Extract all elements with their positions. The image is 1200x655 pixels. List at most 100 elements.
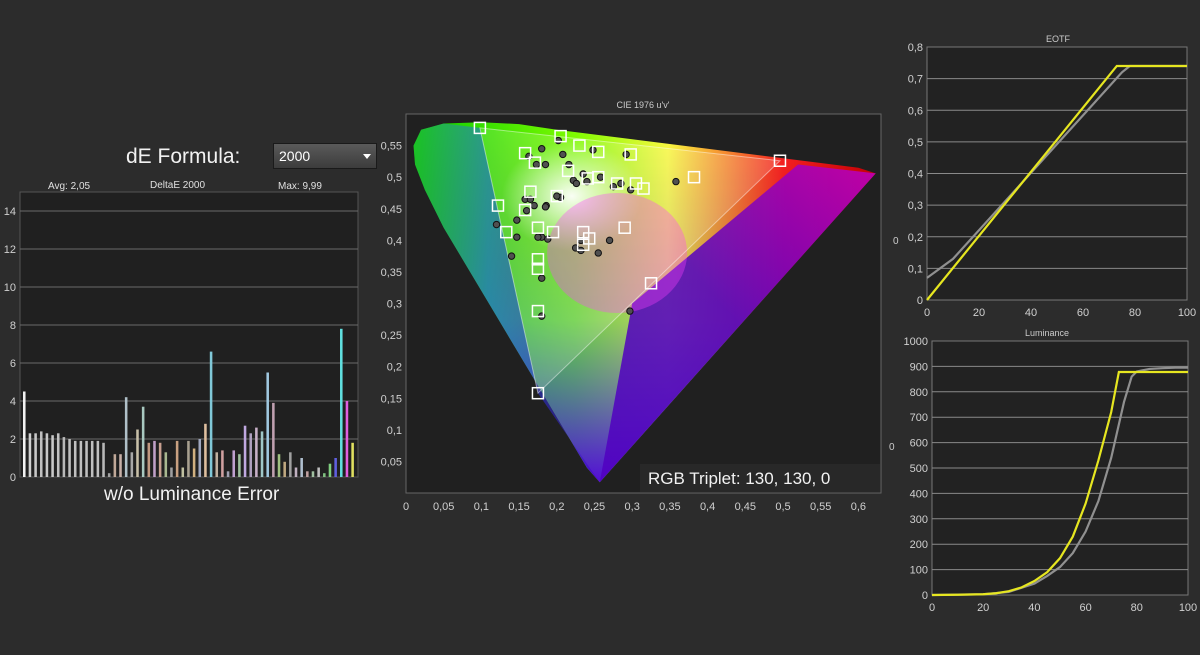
bar bbox=[51, 435, 54, 477]
bar bbox=[28, 433, 32, 477]
cie-target-point bbox=[518, 146, 532, 160]
cie-chart: CIE 1976 u'v' 0 0,05 0,1 0,15 0,2 0,25 0,3 0,35… bbox=[381, 100, 882, 513]
cie-xtick-label: 0,2 bbox=[549, 501, 564, 513]
cie-target-point bbox=[618, 221, 631, 234]
ytick-label: 600 bbox=[910, 438, 928, 450]
cie-target-point bbox=[624, 148, 637, 161]
bar bbox=[68, 439, 71, 477]
cie-xtick-label: 0,35 bbox=[659, 501, 680, 513]
luminance-chart: Luminance 010020030040050060070080090010… bbox=[889, 328, 1197, 614]
bar bbox=[175, 440, 179, 477]
bar bbox=[124, 397, 128, 477]
cie-measured-point bbox=[626, 307, 634, 315]
cie-ytick-label: 0,45 bbox=[381, 204, 402, 216]
de-formula-select[interactable]: 2000 bbox=[273, 143, 377, 169]
cie-ytick-label: 0,15 bbox=[381, 393, 402, 405]
cie-target-point bbox=[524, 185, 537, 198]
bar bbox=[164, 452, 168, 477]
series-line bbox=[926, 64, 1187, 301]
bar bbox=[170, 467, 173, 477]
bar bbox=[113, 454, 117, 477]
ytick-label: 500 bbox=[910, 463, 928, 475]
bar bbox=[340, 328, 343, 477]
ytick-label: 0 bbox=[917, 295, 923, 307]
cie-title: CIE 1976 u'v' bbox=[617, 100, 670, 110]
ytick-label: 1000 bbox=[904, 336, 928, 348]
cie-xtick-label: 0,25 bbox=[584, 501, 605, 513]
cie-measured-point bbox=[538, 145, 546, 153]
bar bbox=[260, 431, 264, 477]
cie-gamut-triangle bbox=[479, 127, 782, 395]
cie-xtick-label: 0 bbox=[403, 501, 409, 513]
cie-xtick-label: 0,55 bbox=[810, 501, 831, 513]
bar bbox=[204, 423, 207, 477]
xtick-label: 40 bbox=[1025, 307, 1037, 319]
cie-target-point bbox=[561, 164, 575, 178]
ytick-label: 0,5 bbox=[908, 137, 923, 149]
cie-measured-point bbox=[513, 233, 521, 241]
bar-chart-footer: w/o Luminance Error bbox=[104, 484, 280, 505]
ytick-label: 0,4 bbox=[908, 169, 923, 181]
cie-measured-point bbox=[559, 150, 567, 159]
bar bbox=[158, 442, 162, 477]
cie-measured-point bbox=[538, 274, 546, 282]
ytick-label: 700 bbox=[910, 412, 928, 424]
cie-measured-point bbox=[622, 150, 630, 159]
ytick-label: 0,7 bbox=[908, 74, 923, 86]
xtick-label: 100 bbox=[1179, 602, 1197, 614]
xtick-label: 0 bbox=[929, 602, 935, 614]
bar bbox=[107, 473, 111, 477]
ytick-label: 100 bbox=[910, 565, 928, 577]
bar-ytick-label: 14 bbox=[4, 206, 16, 218]
cie-target-point bbox=[528, 156, 542, 169]
bar bbox=[311, 471, 315, 477]
bar bbox=[141, 406, 145, 477]
de-formula-label: dE Formula: bbox=[126, 145, 241, 168]
cie-target-point bbox=[576, 238, 590, 252]
cie-target-point bbox=[531, 262, 545, 276]
xtick-label: 20 bbox=[973, 307, 985, 319]
cie-xtick-label: 0,3 bbox=[625, 501, 640, 513]
bar bbox=[289, 452, 292, 477]
bar-chart: 0 2 4 6 8 10 12 14 bbox=[4, 191, 359, 484]
cie-target-point bbox=[610, 177, 624, 190]
cie-target-point bbox=[531, 221, 545, 234]
cie-measured-point bbox=[596, 173, 605, 181]
xtick-label: 80 bbox=[1129, 307, 1141, 319]
bar bbox=[232, 450, 236, 477]
cie-ytick-label: 0,2 bbox=[387, 362, 402, 374]
de-formula-value: 2000 bbox=[279, 148, 311, 164]
bar bbox=[73, 440, 77, 477]
bar bbox=[317, 467, 320, 477]
cie-measured-point bbox=[541, 160, 550, 169]
bar bbox=[249, 433, 252, 477]
chevron-down-icon bbox=[363, 154, 371, 159]
cie-measured-point bbox=[522, 206, 531, 215]
ytick-label: 0,8 bbox=[908, 42, 923, 54]
bar bbox=[85, 440, 88, 477]
cie-xtick-label: 0,6 bbox=[851, 501, 866, 513]
cie-ytick-label: 0,35 bbox=[381, 267, 402, 279]
cie-xtick-label: 0,4 bbox=[700, 501, 715, 513]
bar bbox=[181, 467, 185, 477]
cie-target-point bbox=[592, 170, 605, 184]
cie-ytick-label: 0,05 bbox=[381, 456, 402, 468]
bar-plot-area bbox=[19, 191, 359, 478]
xtick-label: 0 bbox=[924, 307, 930, 319]
cie-ytick-label: 0,1 bbox=[387, 425, 402, 437]
series-line bbox=[931, 370, 1188, 597]
bar bbox=[136, 429, 139, 477]
bar bbox=[334, 458, 337, 477]
bar-ytick-label: 8 bbox=[10, 320, 16, 332]
bar bbox=[96, 440, 100, 477]
xtick-label: 80 bbox=[1131, 602, 1143, 614]
cie-measured-point bbox=[594, 249, 602, 257]
cie-target-point bbox=[531, 304, 545, 318]
cie-target-point bbox=[546, 225, 560, 239]
bar bbox=[255, 427, 258, 477]
cie-xtick-label: 0,45 bbox=[735, 501, 756, 513]
bar bbox=[300, 458, 303, 477]
cie-target-point bbox=[491, 199, 505, 212]
bar bbox=[90, 440, 94, 477]
